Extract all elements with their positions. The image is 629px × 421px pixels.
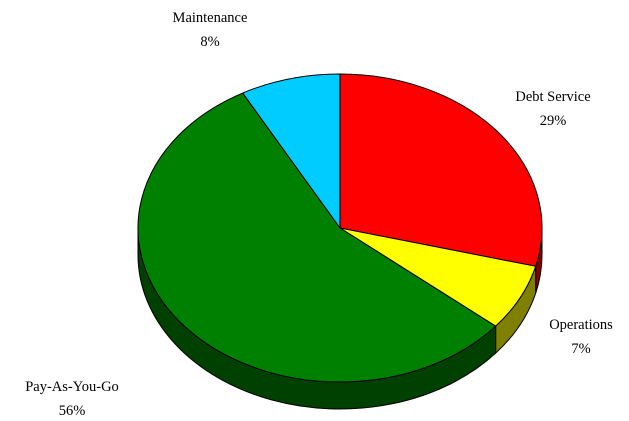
label-maintenance: Maintenance [173, 10, 248, 26]
pie-slices [137, 73, 543, 383]
slice-maintenance [242, 73, 341, 229]
pct-operations: 7% [571, 341, 590, 357]
label-operations: Operations [549, 317, 613, 333]
slice-debt-service [339, 73, 543, 267]
pct-debt-service: 29% [540, 113, 567, 129]
slice-pay-as-you-go [137, 92, 497, 383]
pct-pay-as-you-go: 56% [59, 403, 86, 419]
label-pay-as-you-go: Pay-As-You-Go [25, 379, 119, 395]
pct-maintenance: 8% [200, 34, 219, 50]
label-debt-service: Debt Service [515, 89, 590, 105]
